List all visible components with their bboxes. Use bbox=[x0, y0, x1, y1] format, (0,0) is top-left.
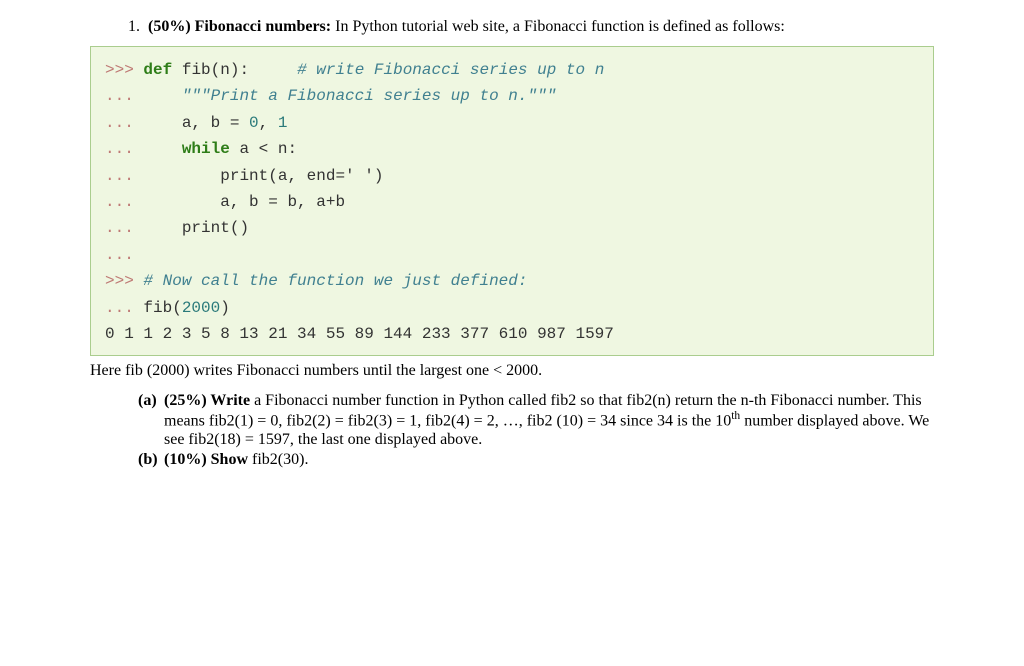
subpart-a-lead: Write bbox=[210, 392, 250, 409]
code-prompt-cont: ... bbox=[105, 219, 134, 237]
code-swap: a, b = b, a+b bbox=[220, 193, 345, 211]
code-kw-while: while bbox=[182, 140, 230, 158]
code-prompt: >>> bbox=[105, 61, 134, 79]
code-prompt: >>> bbox=[105, 272, 134, 290]
code-assign-left: a, b = bbox=[182, 114, 249, 132]
subpart-b-label: (b) bbox=[138, 451, 164, 469]
code-comma: , bbox=[259, 114, 278, 132]
subpart-a: (a) (25%) Write a Fibonacci number funct… bbox=[138, 392, 934, 448]
question-heading: 1. (50%) Fibonacci numbers: In Python tu… bbox=[118, 18, 934, 36]
code-while-rest: a < n: bbox=[230, 140, 297, 158]
code-call-arg: 2000 bbox=[182, 299, 220, 317]
subpart-b-rest: fib2(30). bbox=[248, 451, 308, 468]
code-block: >>> def fib(n): # write Fibonacci series… bbox=[90, 46, 934, 356]
code-call-post: ) bbox=[220, 299, 230, 317]
subpart-b: (b) (10%) Show fib2(30). bbox=[138, 451, 934, 469]
code-print-empty: print() bbox=[182, 219, 249, 237]
code-prompt-cont: ... bbox=[105, 299, 134, 317]
code-call-pre: fib( bbox=[143, 299, 181, 317]
subpart-a-label: (a) bbox=[138, 392, 164, 410]
subpart-b-body: (10%) Show fib2(30). bbox=[164, 451, 934, 469]
code-num-0: 0 bbox=[249, 114, 259, 132]
code-kw-def: def bbox=[143, 61, 172, 79]
question-percent: (50%) bbox=[148, 18, 191, 35]
question-title: Fibonacci numbers: bbox=[195, 18, 331, 35]
code-print-a: print(a, end=' ') bbox=[220, 167, 383, 185]
code-comment-1: # write Fibonacci series up to n bbox=[297, 61, 604, 79]
subparts: (a) (25%) Write a Fibonacci number funct… bbox=[138, 392, 934, 468]
question-intro: In Python tutorial web site, a Fibonacci… bbox=[331, 18, 785, 35]
page: 1. (50%) Fibonacci numbers: In Python tu… bbox=[0, 0, 1024, 469]
subpart-b-percent: (10%) bbox=[164, 451, 207, 468]
subpart-a-body: (25%) Write a Fibonacci number function … bbox=[164, 392, 934, 448]
code-prompt-cont: ... bbox=[105, 193, 134, 211]
question-body: (50%) Fibonacci numbers: In Python tutor… bbox=[148, 18, 934, 36]
code-paren-n: (n): bbox=[211, 61, 249, 79]
code-comment-call: # Now call the function we just defined: bbox=[143, 272, 527, 290]
question-number: 1. bbox=[118, 18, 148, 36]
code-prompt-cont: ... bbox=[105, 87, 134, 105]
subpart-b-lead: Show bbox=[211, 451, 248, 468]
code-prompt-cont: ... bbox=[105, 167, 134, 185]
code-fn-name: fib bbox=[182, 61, 211, 79]
subpart-a-sup: th bbox=[731, 410, 740, 422]
code-prompt-cont: ... bbox=[105, 114, 134, 132]
after-code-text: Here fib (2000) writes Fibonacci numbers… bbox=[90, 362, 934, 380]
code-docstring: """Print a Fibonacci series up to n.""" bbox=[182, 87, 556, 105]
code-output: 0 1 1 2 3 5 8 13 21 34 55 89 144 233 377… bbox=[105, 325, 614, 343]
code-num-1: 1 bbox=[278, 114, 288, 132]
code-prompt-cont: ... bbox=[105, 140, 134, 158]
subpart-a-percent: (25%) bbox=[164, 392, 207, 409]
code-prompt-cont: ... bbox=[105, 246, 134, 264]
